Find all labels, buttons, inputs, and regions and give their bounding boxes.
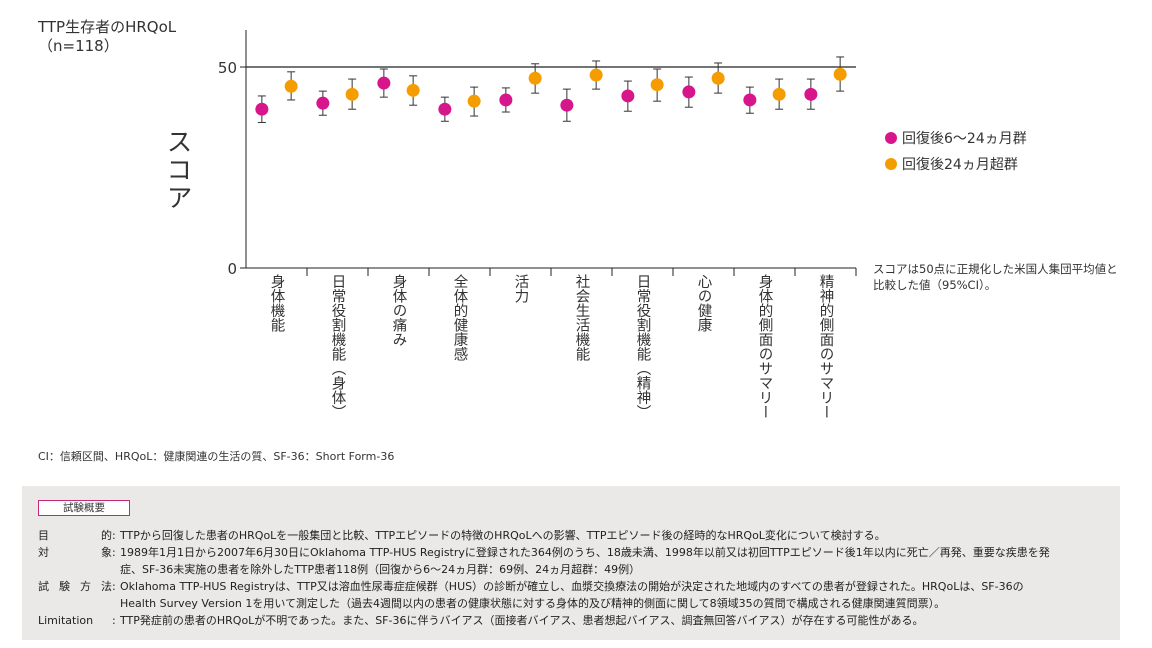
data-point	[560, 98, 574, 112]
legend-dot-long	[885, 158, 897, 170]
study-summary-tag: 試験概要	[38, 500, 130, 516]
summary-row-label-char: 象	[101, 546, 112, 559]
summary-row: 試験方法: Oklahoma TTP-HUS Registryは、TTP又は溶血性…	[38, 578, 1110, 612]
legend: 回復後6〜24ヵ月群 回復後24ヵ月超群	[885, 125, 1027, 177]
abbreviations: CI：信頼区間、HRQoL：健康関連の生活の質、SF-36：Short Form…	[38, 450, 395, 463]
y-axis-label: スコア	[162, 128, 192, 212]
study-summary-box: 試験概要 目的: TTPから回復した患者のHRQoLを一般集団と比較、TTPエピソ…	[22, 486, 1120, 640]
data-point	[255, 102, 269, 116]
chart-title-line2: （n=118）	[38, 37, 119, 55]
data-point	[377, 76, 391, 90]
x-category-label: 日常役割機能（精神）	[635, 274, 651, 419]
summary-row: 目的: TTPから回復した患者のHRQoLを一般集団と比較、TTPエピソードの特徴…	[38, 527, 1110, 544]
x-category-label: 社会生活機能	[574, 274, 590, 363]
summary-row-label-char: 対	[38, 546, 49, 559]
summary-row-line: 症、SF-36未実施の患者を除外したTTP患者118例（回復から6〜24ヵ月群：…	[120, 563, 641, 576]
x-category-label: 日常役割機能（身体）	[330, 274, 346, 419]
summary-row-text: 1989年1月1日から2007年6月30日にOklahoma TTP-HUS R…	[120, 544, 1110, 578]
x-category-label: 身体的側面のサマリー	[757, 274, 773, 419]
data-point	[804, 87, 818, 101]
data-point	[589, 68, 603, 82]
legend-dot-short	[885, 132, 897, 144]
x-category-label: 活力	[513, 274, 529, 305]
data-point	[621, 89, 635, 103]
legend-label-long: 回復後24ヵ月超群	[902, 157, 1018, 173]
legend-label-short: 回復後6〜24ヵ月群	[902, 131, 1027, 147]
summary-row-label: 目的	[38, 527, 112, 544]
summary-row-label-char: 目	[38, 529, 49, 542]
data-point	[650, 78, 664, 92]
data-point	[284, 79, 298, 93]
summary-row-label-char: 法	[101, 580, 112, 593]
summary-row: 対象:1989年1月1日から2007年6月30日にOklahoma TTP-HU…	[38, 544, 1110, 578]
legend-item-short: 回復後6〜24ヵ月群	[885, 125, 1027, 151]
data-point	[316, 96, 330, 110]
data-point	[467, 94, 481, 108]
chart-note: スコアは50点に正規化した米国人集団平均値と 比較した値（95%CI）。	[873, 261, 1118, 293]
chart-title-line1: TTP生存者のHRQoL	[38, 18, 177, 36]
data-point	[345, 87, 359, 101]
data-point	[528, 71, 542, 85]
summary-row-label-char: 方	[80, 580, 91, 593]
summary-row-line: TTP発症前の患者のHRQoLが不明であった。また、SF-36に伴うバイアス（面…	[120, 614, 924, 627]
summary-row-colon: :	[112, 529, 116, 542]
data-point	[711, 71, 725, 85]
data-point	[743, 93, 757, 107]
legend-item-long: 回復後24ヵ月超群	[885, 151, 1027, 177]
chart-title: TTP生存者のHRQoL （n=118）	[38, 18, 176, 56]
summary-row-text: Oklahoma TTP-HUS Registryは、TTP又は溶血性尿毒症症候…	[120, 578, 1110, 612]
chart-note-line2: 比較した値（95%CI）。	[873, 278, 997, 292]
summary-row-label-char: 試	[38, 580, 49, 593]
summary-row-text: TTPから回復した患者のHRQoLを一般集団と比較、TTPエピソードの特徴のHR…	[120, 527, 1110, 544]
x-category-label: 心の健康	[696, 274, 712, 333]
x-category-label: 全体的健康感	[452, 273, 468, 362]
summary-row-label-char: Limitation	[38, 614, 94, 627]
summary-row-text: TTP発症前の患者のHRQoLが不明であった。また、SF-36に伴うバイアス（面…	[120, 612, 1110, 629]
data-point	[438, 102, 452, 116]
summary-row: Limitation: TTP発症前の患者のHRQoLが不明であった。また、SF-…	[38, 612, 1110, 629]
summary-row-colon: :	[112, 546, 116, 559]
summary-row-label-char: 験	[59, 580, 70, 593]
summary-row-label: 試験方法	[38, 578, 112, 612]
study-summary-rows: 目的: TTPから回復した患者のHRQoLを一般集団と比較、TTPエピソードの特徴…	[38, 527, 1110, 629]
data-point	[772, 87, 786, 101]
x-category-label: 身体の痛み	[391, 274, 407, 347]
summary-row-line: Health Survey Version 1を用いて測定した（過去4週間以内の…	[120, 597, 946, 610]
summary-row-label: 対象	[38, 544, 112, 578]
x-category-label: 身体機能	[269, 274, 285, 334]
summary-row-line: TTPから回復した患者のHRQoLを一般集団と比較、TTPエピソードの特徴のHR…	[120, 529, 886, 542]
y-tick-label: 0	[227, 260, 237, 278]
x-category-label: 精神的側面のサマリー	[818, 274, 834, 419]
summary-row-line: Oklahoma TTP-HUS Registryは、TTP又は溶血性尿毒症症候…	[120, 580, 1024, 593]
y-tick-label: 50	[218, 59, 237, 77]
summary-row-label: Limitation	[38, 612, 112, 629]
chart-note-line1: スコアは50点に正規化した米国人集団平均値と	[873, 262, 1118, 276]
summary-row-colon: :	[112, 580, 116, 593]
summary-row-colon: :	[112, 614, 116, 627]
data-point	[833, 67, 847, 81]
summary-row-line: 1989年1月1日から2007年6月30日にOklahoma TTP-HUS R…	[120, 546, 1050, 559]
summary-row-label-char: 的	[101, 529, 112, 542]
data-point	[499, 93, 513, 107]
data-point	[682, 85, 696, 99]
data-point	[406, 83, 420, 97]
